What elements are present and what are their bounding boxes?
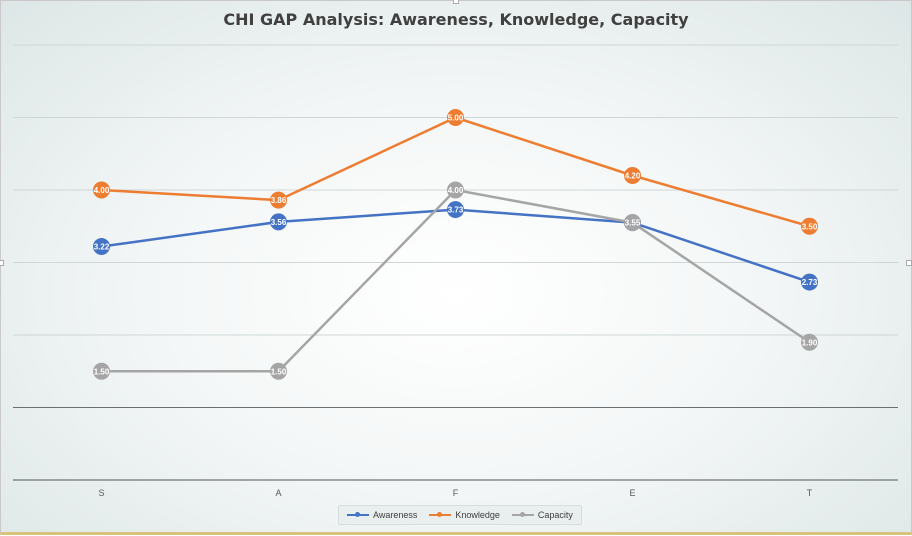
data-point-capacity	[624, 214, 641, 232]
legend-label-knowledge: Knowledge	[455, 510, 500, 520]
x-tick-label: E	[629, 488, 635, 498]
data-label-awareness: 2.73	[802, 278, 818, 287]
data-point-knowledge	[624, 167, 641, 184]
legend: Awareness Knowledge Capacity	[338, 505, 582, 525]
data-point-knowledge	[270, 191, 287, 209]
data-label-awareness: 3.56	[271, 218, 287, 227]
data-label-awareness: 3.22	[94, 243, 110, 252]
x-tick-label: T	[807, 488, 813, 498]
legend-label-capacity: Capacity	[537, 510, 573, 520]
data-point-awareness	[801, 273, 818, 291]
data-point-capacity	[447, 181, 464, 199]
data-label-capacity: 3.55	[625, 219, 641, 228]
legend-swatch-capacity	[511, 512, 534, 517]
legend-swatch-knowledge	[429, 512, 452, 517]
data-label-knowledge: 5.00	[448, 114, 464, 123]
legend-item-capacity: Capacity	[511, 510, 573, 520]
data-label-capacity: 1.50	[94, 367, 110, 376]
data-label-knowledge: 4.20	[625, 172, 641, 181]
data-point-knowledge	[447, 109, 464, 126]
legend-item-awareness: Awareness	[347, 510, 417, 520]
data-label-knowledge: 3.50	[802, 222, 818, 231]
data-point-awareness	[447, 201, 464, 219]
legend-label-awareness: Awareness	[373, 510, 418, 520]
data-point-capacity	[93, 362, 110, 380]
data-point-awareness	[93, 238, 110, 256]
data-label-capacity: 1.90	[802, 338, 818, 347]
data-point-capacity	[801, 333, 818, 351]
data-point-knowledge	[801, 217, 818, 235]
resize-handle-top[interactable]	[453, 0, 459, 4]
data-label-capacity: 4.00	[448, 186, 464, 195]
data-label-knowledge: 3.86	[271, 196, 287, 205]
data-label-knowledge: 4.00	[94, 186, 110, 195]
chart-title: CHI GAP Analysis: Awareness, Knowledge, …	[223, 10, 689, 29]
resize-handle-left[interactable]	[0, 260, 4, 266]
legend-item-knowledge: Knowledge	[429, 510, 500, 520]
data-point-knowledge	[93, 181, 110, 199]
x-tick-label: A	[275, 488, 281, 498]
data-point-capacity	[270, 362, 287, 380]
legend-swatch-awareness	[347, 512, 369, 517]
data-label-capacity: 1.50	[271, 367, 287, 376]
x-tick-label: S	[98, 488, 104, 498]
x-tick-label: F	[453, 488, 459, 498]
data-label-awareness: 3.73	[448, 206, 464, 215]
data-point-awareness	[270, 213, 287, 231]
